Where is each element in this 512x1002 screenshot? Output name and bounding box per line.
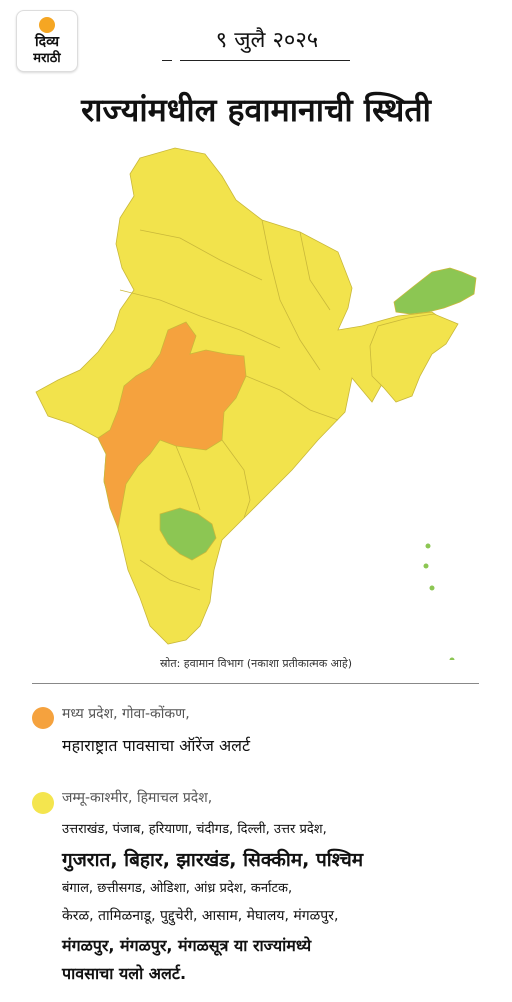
map-orange-region [97, 321, 247, 530]
logo-line-1: दिव्य [35, 34, 59, 50]
yellow-alert-dot [32, 792, 54, 814]
date-label: ९ जुलै २०२५ [215, 28, 319, 53]
yellow-alert-states-2: उत्तराखंड, पंजाब, हरियाणा, चंदीगड, दिल्ल… [62, 822, 327, 837]
section-divider [32, 683, 479, 684]
yellow-alert-states-1: जम्मू-काश्मीर, हिमाचल प्रदेश, [62, 790, 213, 806]
india-weather-map [35, 147, 477, 660]
yellow-alert-states-3: गुजरात, बिहार, झारखंड, सिक्कीम, पश्चिम [62, 849, 364, 871]
map-island [423, 563, 429, 569]
yellow-alert-text: पावसाचा यलो अलर्ट. [62, 964, 187, 983]
page-title: राज्यांमधील हवामानाची स्थिती [81, 91, 431, 129]
orange-alert-dot [32, 707, 54, 729]
map-yellow-mainland [35, 147, 453, 645]
map-yellow-northeast [369, 313, 459, 403]
yellow-alert-states-4: बंगाल, छत्तीसगड, ओडिशा, आंध्र प्रदेश, कर… [62, 881, 293, 896]
map-green-northeast [393, 267, 477, 315]
map-green-south [159, 507, 217, 561]
date-divider-tick [162, 60, 172, 61]
map-source-note: स्रोत: हवामान विभाग (नकाशा प्रतीकात्मक आ… [159, 657, 353, 670]
logo-line-2: मराठी [33, 51, 61, 66]
orange-alert-states: मध्य प्रदेश, गोवा-कोंकण, [62, 706, 190, 722]
orange-alert-text: महाराष्ट्रात पावसाचा ऑरेंज अलर्ट [62, 736, 251, 755]
yellow-alert-states-6: मंगळपुर, मंगळपुर, मंगळसूत्र या राज्यांमध… [62, 936, 312, 955]
date-divider [180, 60, 350, 61]
sun-icon [39, 17, 55, 33]
map-island [449, 657, 455, 660]
map-island [425, 543, 431, 549]
yellow-alert-states-5: केरळ, तामिळनाडू, पुद्दुचेरी, आसाम, मेघाल… [62, 908, 339, 924]
divya-marathi-logo: दिव्य मराठी [16, 10, 78, 72]
map-state-borders [119, 219, 339, 591]
map-island [429, 585, 435, 591]
